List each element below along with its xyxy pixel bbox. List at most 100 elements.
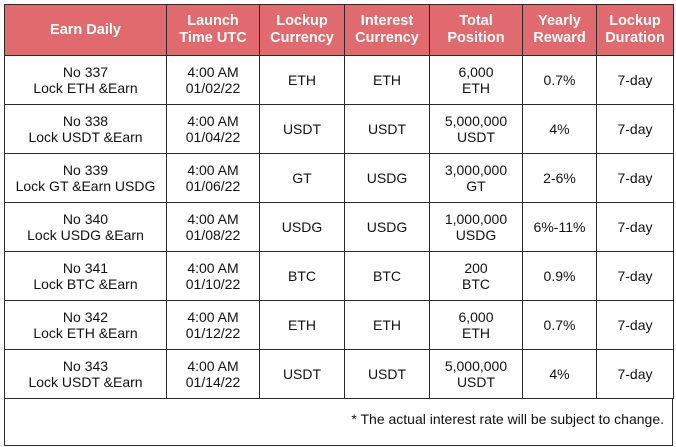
cell-total-position: 5,000,000 USDT	[429, 104, 523, 154]
earn-number: No 337	[62, 63, 109, 80]
cell-interest-currency: BTC	[344, 251, 430, 301]
cell-yearly-reward: 4%	[522, 104, 597, 154]
table-row: No 343 Lock USDT &Earn 4:00 AM 01/14/22 US…	[4, 349, 674, 399]
header-interest-currency-line2: Currency	[355, 30, 419, 46]
earn-title: Lock ETH &Earn	[33, 325, 138, 341]
cell-interest-currency: ETH	[344, 300, 430, 350]
position-amount: 3,000,000	[444, 161, 508, 178]
header-lockup-duration-line1: Lockup	[609, 13, 661, 29]
header-interest-currency-line1: Interest	[360, 13, 414, 29]
cell-earn-daily: No 337 Lock ETH &Earn	[4, 55, 167, 105]
cell-interest-currency: USDG	[344, 153, 430, 203]
earn-title: Lock USDG &Earn	[27, 227, 144, 243]
cell-earn-daily: No 341 Lock BTC &Earn	[4, 251, 167, 301]
cell-lockup-currency: BTC	[259, 251, 345, 301]
header-lockup-currency-line2: Currency	[270, 30, 334, 46]
header-total-position-line2: Position	[447, 30, 505, 46]
header-earn-daily-label: Earn Daily	[50, 21, 121, 38]
earn-title: Lock USDT &Earn	[28, 129, 143, 145]
launch-date: 01/10/22	[185, 276, 241, 292]
position-amount: 5,000,000	[444, 112, 508, 129]
cell-launch-time: 4:00 AM 01/10/22	[166, 251, 260, 301]
header-launch-time-line1: Launch	[187, 13, 239, 29]
cell-total-position: 3,000,000 GT	[429, 153, 523, 203]
header-lockup-duration: Lockup Duration	[596, 4, 674, 56]
cell-launch-time: 4:00 AM 01/08/22	[166, 202, 260, 252]
header-lockup-currency: Lockup Currency	[259, 4, 345, 56]
cell-launch-time: 4:00 AM 01/04/22	[166, 104, 260, 154]
launch-date: 01/04/22	[185, 129, 241, 145]
earn-title: Lock BTC &Earn	[33, 276, 138, 292]
cell-total-position: 200 BTC	[429, 251, 523, 301]
earn-number: No 343	[62, 357, 109, 374]
cell-interest-currency: ETH	[344, 55, 430, 105]
header-launch-time-line2: Time UTC	[179, 30, 247, 46]
cell-yearly-reward: 2-6%	[522, 153, 597, 203]
launch-date: 01/08/22	[185, 227, 241, 243]
cell-lockup-currency: GT	[259, 153, 345, 203]
cell-lockup-duration: 7-day	[596, 300, 674, 350]
cell-lockup-duration: 7-day	[596, 55, 674, 105]
launch-time: 4:00 AM	[187, 112, 239, 129]
position-amount: 6,000	[458, 308, 494, 325]
earn-number: No 339	[62, 161, 109, 178]
cell-yearly-reward: 0.7%	[522, 55, 597, 105]
position-amount: 200	[464, 259, 488, 276]
position-currency: USDG	[455, 227, 497, 243]
cell-interest-currency: USDT	[344, 104, 430, 154]
cell-launch-time: 4:00 AM 01/14/22	[166, 349, 260, 399]
cell-launch-time: 4:00 AM 01/06/22	[166, 153, 260, 203]
footnote-text: * The actual interest rate will be subje…	[351, 411, 664, 427]
header-total-position-line1: Total	[459, 13, 493, 29]
table-row: No 340 Lock USDG &Earn 4:00 AM 01/08/22 US…	[4, 202, 674, 252]
earn-title: Lock USDT &Earn	[28, 374, 143, 390]
position-amount: 5,000,000	[444, 357, 508, 374]
cell-earn-daily: No 338 Lock USDT &Earn	[4, 104, 167, 154]
launch-time: 4:00 AM	[187, 357, 239, 374]
header-lockup-currency-line1: Lockup	[276, 13, 328, 29]
cell-earn-daily: No 340 Lock USDG &Earn	[4, 202, 167, 252]
launch-time: 4:00 AM	[187, 161, 239, 178]
header-yearly-reward: Yearly Reward	[522, 4, 597, 56]
cell-total-position: 1,000,000 USDG	[429, 202, 523, 252]
cell-lockup-currency: ETH	[259, 55, 345, 105]
cell-yearly-reward: 0.9%	[522, 251, 597, 301]
cell-lockup-duration: 7-day	[596, 153, 674, 203]
position-currency: USDT	[456, 374, 496, 390]
header-launch-time: Launch Time UTC	[166, 4, 260, 56]
cell-lockup-currency: USDG	[259, 202, 345, 252]
table-row: No 342 Lock ETH &Earn 4:00 AM 01/12/22 ETH…	[4, 300, 674, 350]
cell-lockup-duration: 7-day	[596, 202, 674, 252]
launch-date: 01/14/22	[185, 374, 241, 390]
earn-number: No 342	[62, 308, 109, 325]
position-currency: USDT	[456, 129, 496, 145]
launch-date: 01/02/22	[185, 80, 241, 96]
cell-lockup-currency: USDT	[259, 104, 345, 154]
cell-launch-time: 4:00 AM 01/12/22	[166, 300, 260, 350]
earn-title: Lock ETH &Earn	[33, 80, 138, 96]
position-amount: 6,000	[458, 63, 494, 80]
launch-time: 4:00 AM	[187, 63, 239, 80]
earn-table: Earn Daily Launch Time UTC Lockup Currency…	[4, 4, 674, 399]
position-amount: 1,000,000	[444, 210, 508, 227]
cell-interest-currency: USDG	[344, 202, 430, 252]
launch-time: 4:00 AM	[187, 308, 239, 325]
position-currency: GT	[466, 178, 486, 194]
header-interest-currency: Interest Currency	[344, 4, 430, 56]
launch-time: 4:00 AM	[187, 259, 239, 276]
earn-number: No 340	[62, 210, 109, 227]
header-row: Earn Daily Launch Time UTC Lockup Currency…	[4, 4, 674, 56]
launch-date: 01/12/22	[185, 325, 241, 341]
launch-date: 01/06/22	[185, 178, 241, 194]
earn-number: No 341	[62, 259, 109, 276]
cell-earn-daily: No 339 Lock GT &Earn USDG	[4, 153, 167, 203]
position-currency: ETH	[462, 325, 490, 341]
cell-launch-time: 4:00 AM 01/02/22	[166, 55, 260, 105]
earn-schedule: Earn Daily Launch Time UTC Lockup Currency…	[4, 4, 674, 446]
cell-total-position: 5,000,000 USDT	[429, 349, 523, 399]
cell-yearly-reward: 4%	[522, 349, 597, 399]
table-row: No 339 Lock GT &Earn USDG 4:00 AM 01/06/22…	[4, 153, 674, 203]
cell-earn-daily: No 343 Lock USDT &Earn	[4, 349, 167, 399]
header-total-position: Total Position	[429, 4, 523, 56]
cell-yearly-reward: 6%-11%	[522, 202, 597, 252]
